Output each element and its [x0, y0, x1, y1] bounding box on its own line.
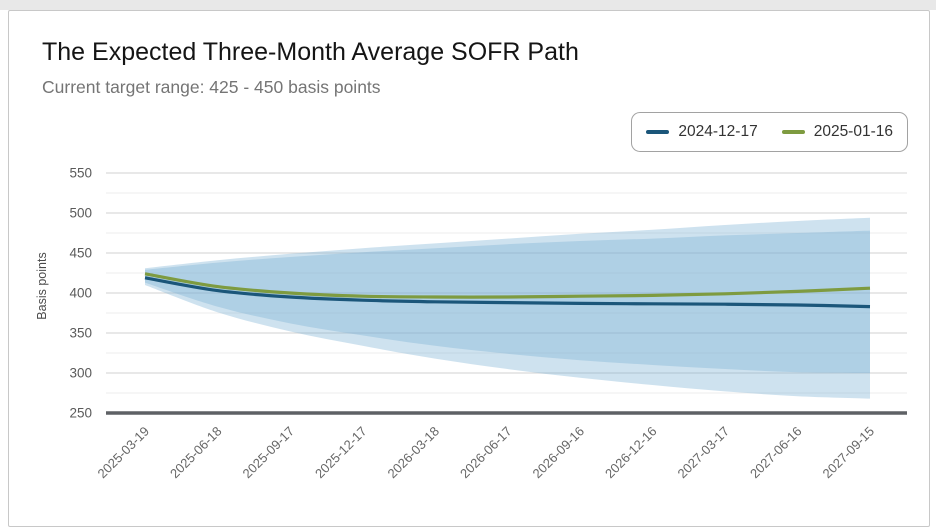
chart-legend: 2024-12-17 2025-01-16	[631, 112, 908, 152]
chart-title: The Expected Three-Month Average SOFR Pa…	[42, 38, 579, 66]
chart-card	[8, 10, 930, 527]
legend-item-2024-12-17[interactable]: 2024-12-17	[646, 123, 758, 141]
legend-line-swatch-blue	[646, 130, 670, 134]
window-top-strip	[0, 0, 936, 10]
chart-subtitle: Current target range: 425 - 450 basis po…	[42, 77, 381, 97]
legend-label: 2024-12-17	[678, 123, 758, 140]
legend-line-swatch-green	[781, 130, 805, 134]
legend-label: 2025-01-16	[813, 123, 893, 140]
legend-item-2025-01-16[interactable]: 2025-01-16	[781, 123, 893, 141]
